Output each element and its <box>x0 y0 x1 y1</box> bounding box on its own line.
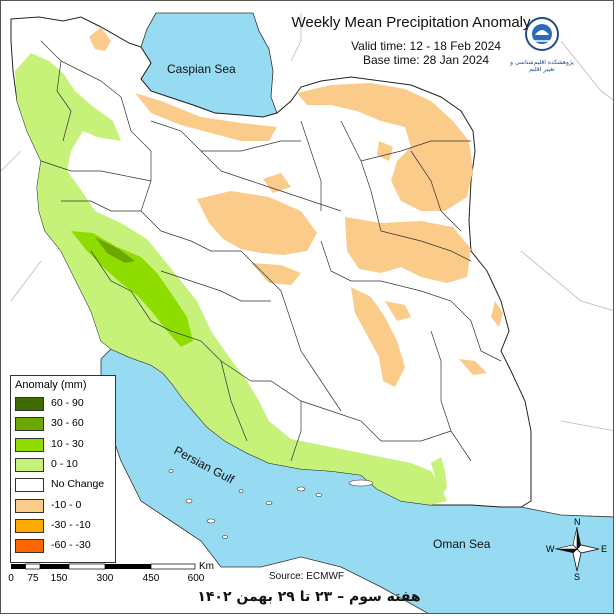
legend-swatch <box>15 478 44 493</box>
legend-label: -10 - 0 <box>51 498 82 511</box>
scale-tick-label: 75 <box>27 573 39 584</box>
scale-tick-label: 600 <box>187 573 205 584</box>
legend: Anomaly (mm) 60 - 90 30 - 60 10 - 30 0 - 10… <box>10 375 116 563</box>
legend-label: -30 - -10 <box>51 518 91 531</box>
base-time: Base time: 28 Jan 2024 <box>362 53 490 67</box>
anomaly-10-30-zagros <box>71 231 193 347</box>
legend-swatch <box>15 518 44 533</box>
legend-label: 10 - 30 <box>51 437 84 450</box>
scale-tick-label: 0 <box>8 573 14 584</box>
scale-unit-label: Km <box>199 561 214 572</box>
map-title: Weekly Mean Precipitation Anomaly <box>291 14 531 31</box>
legend-label: No Change <box>51 478 105 491</box>
anomaly-positive-southeast <box>431 457 447 497</box>
anomaly-positive-west <box>15 53 447 505</box>
legend-label: -60 - -30 <box>51 539 91 552</box>
legend-title: Anomaly (mm) <box>15 379 87 391</box>
compass-w-label: W <box>546 544 555 554</box>
oman-sea-label: Oman Sea <box>433 537 491 551</box>
anomaly-negative-regions <box>89 27 503 387</box>
scale-tick-label: 150 <box>50 573 68 584</box>
institute-logo-text: پژوهشکده اقلیم‌شناسی و تغییر اقلیم <box>510 59 574 73</box>
legend-label: 30 - 60 <box>51 417 84 430</box>
province-borders <box>40 40 502 462</box>
north-arrow-icon <box>554 526 600 572</box>
legend-label: 60 - 90 <box>51 397 84 409</box>
legend-swatch <box>15 539 44 554</box>
scale-tick-label: 450 <box>142 573 160 584</box>
gulf-islands <box>168 469 374 539</box>
neighbor-borders <box>1 13 613 432</box>
legend-swatch <box>15 397 44 411</box>
source-label: Source: ECMWF <box>269 571 345 582</box>
legend-swatch <box>15 457 44 472</box>
scale-tick-label: 300 <box>96 573 114 584</box>
legend-label: 0 - 10 <box>51 457 78 470</box>
anomaly-30-60-zagros <box>95 237 135 263</box>
valid-time: Valid time: 12 - 18 Feb 2024 <box>351 39 501 53</box>
legend-swatch <box>15 498 44 513</box>
compass-s-label: S <box>574 572 580 582</box>
caspian-sea-label: Caspian Sea <box>167 62 236 76</box>
legend-swatch <box>15 437 44 452</box>
institute-logo <box>525 17 559 51</box>
footer-persian-caption: هفته سوم – ۲۳ تا ۲۹ بهمن ۱۴۰۲ <box>197 589 421 605</box>
compass-e-label: E <box>601 544 607 554</box>
compass-n-label: N <box>574 517 581 527</box>
legend-swatch <box>15 417 44 432</box>
scale-bar <box>11 563 196 570</box>
